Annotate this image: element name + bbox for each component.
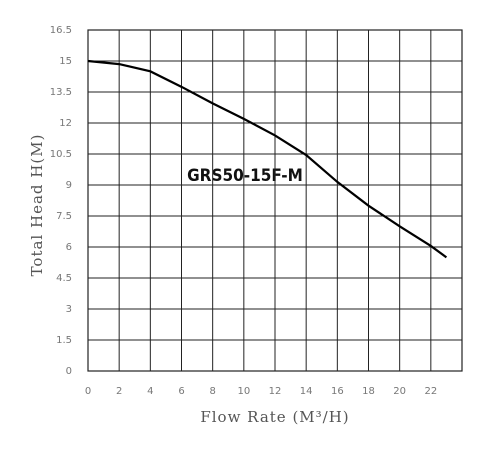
x-tick-label: 12 [269,386,282,397]
x-axis-label: Flow Rate (M³/H) [200,408,349,426]
y-tick-label: 1.5 [56,335,72,346]
curve [87,59,448,259]
y-tick-label: 9 [66,180,72,191]
x-tick-label: 20 [393,386,406,397]
annotation: GRS50-15F-M [187,166,303,186]
x-tick-label: 4 [147,386,153,397]
y-tick-label: 15 [59,56,72,67]
x-tick-label: 10 [237,386,250,397]
x-tick-label: 2 [116,386,122,397]
y-tick-label: 4.5 [56,273,72,284]
x-tick-label: 6 [178,386,184,397]
x-tick-label: 8 [209,386,215,397]
x-tick-label: 16 [331,386,344,397]
y-tick-label: 0 [66,366,72,377]
y-axis-label: Total Head H(M) [28,134,46,277]
y-tick-label: 6 [66,242,72,253]
x-tick-label: 18 [362,386,375,397]
y-tick-label: 10.5 [50,149,72,160]
x-tick-label: 22 [424,386,437,397]
x-tick-label: 14 [300,386,313,397]
y-tick-label: 3 [66,304,72,315]
y-tick-label: 12 [59,118,72,129]
y-tick-label: 13.5 [50,87,72,98]
y-tick-label: 16.5 [50,25,72,36]
y-tick-label: 7.5 [56,211,72,222]
x-tick-label: 0 [85,386,91,397]
